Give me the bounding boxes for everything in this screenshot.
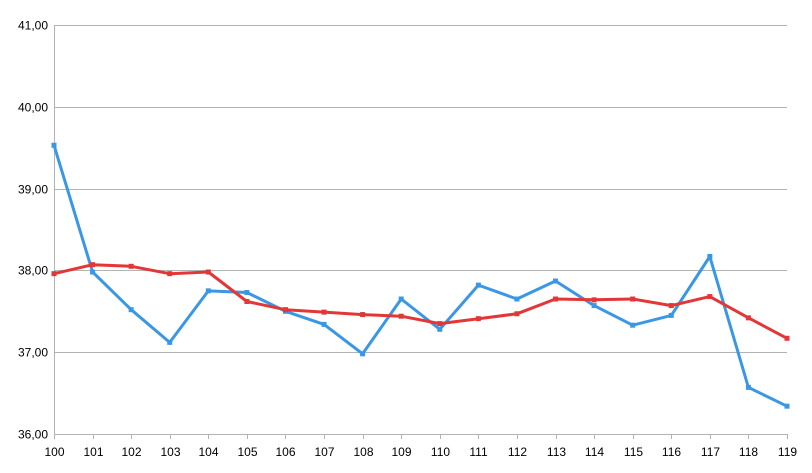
x-tick-label: 114: [585, 445, 604, 459]
data-point: [553, 296, 559, 302]
data-point: [437, 321, 443, 327]
series-line: [52, 144, 788, 408]
y-tick-label: 41,00: [18, 19, 48, 33]
gridlines: [54, 25, 787, 435]
x-tick-label: 112: [508, 445, 527, 459]
data-point: [475, 282, 481, 288]
data-point: [321, 321, 327, 327]
data-point: [591, 303, 597, 309]
y-tick-label: 36,00: [18, 428, 48, 442]
data-point: [128, 307, 134, 313]
x-tick-label: 102: [121, 445, 141, 459]
data-point: [128, 263, 134, 269]
data-point: [360, 312, 366, 318]
x-tick-label: 107: [314, 445, 334, 459]
x-tick-label: 104: [198, 445, 218, 459]
data-point: [437, 326, 443, 332]
y-tick-label: 39,00: [18, 183, 48, 197]
series-lines: [51, 142, 790, 409]
y-tick-labels: 36,00 37,00 38,00 39,00 40,00 41,00: [18, 19, 48, 442]
x-tick-label: 111: [469, 445, 488, 459]
data-point: [784, 335, 790, 341]
data-point: [205, 288, 211, 294]
x-tick-label: 116: [662, 445, 681, 459]
data-point: [51, 271, 57, 277]
series-line: [53, 263, 788, 340]
data-point: [630, 322, 636, 328]
data-point: [205, 269, 211, 275]
data-point: [630, 296, 636, 302]
data-point: [398, 296, 404, 302]
data-point: [398, 313, 404, 319]
x-tick-label: 117: [701, 445, 720, 459]
data-point: [591, 297, 597, 303]
series-2: [51, 262, 790, 341]
data-point: [707, 253, 713, 259]
data-point: [244, 289, 250, 295]
y-tick-label: 37,00: [18, 346, 48, 360]
x-tick-label: 110: [431, 445, 450, 459]
data-point: [90, 269, 96, 275]
series-1: [51, 142, 790, 409]
x-tick-label: 113: [547, 445, 566, 459]
data-point: [668, 303, 674, 309]
y-tick-label: 38,00: [18, 264, 48, 278]
axes: [54, 25, 788, 439]
data-point: [784, 403, 790, 409]
x-tick-label: 119: [778, 445, 797, 459]
data-point: [553, 278, 559, 284]
data-point: [475, 316, 481, 322]
data-point: [282, 307, 288, 313]
data-point: [668, 312, 674, 318]
data-point: [51, 142, 57, 148]
data-point: [90, 262, 96, 268]
data-point: [244, 298, 250, 304]
y-tick-label: 40,00: [18, 101, 48, 115]
data-point: [745, 384, 751, 390]
data-point: [514, 311, 520, 317]
x-tick-label: 115: [624, 445, 643, 459]
x-tick-label: 109: [391, 445, 411, 459]
x-tick-label: 100: [44, 445, 64, 459]
x-tick-label: 106: [275, 445, 295, 459]
x-tick-label: 118: [739, 445, 758, 459]
x-tick-label: 101: [83, 445, 103, 459]
data-point: [514, 296, 520, 302]
data-point: [167, 271, 173, 277]
data-point: [745, 315, 751, 321]
x-tick-label: 108: [353, 445, 373, 459]
data-point: [360, 351, 366, 357]
x-tick-label: 105: [237, 445, 257, 459]
x-tick-labels: 100 101 102 103 104 105 106 107 108 109 110 111 112 1…: [44, 445, 797, 459]
x-tick-label: 103: [160, 445, 180, 459]
data-point: [707, 294, 713, 300]
data-point: [167, 339, 173, 345]
data-point: [321, 309, 327, 315]
